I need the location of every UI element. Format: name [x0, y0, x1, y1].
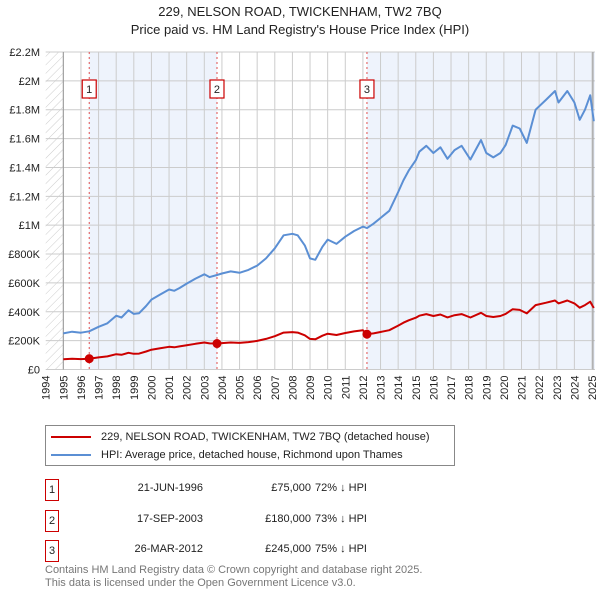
x-tick-label: 2008	[287, 376, 299, 400]
table-row: 1 21-JUN-1996 £75,000 72% ↓ HPI	[45, 479, 445, 501]
x-tick-label: 1995	[58, 376, 70, 400]
legend-swatch-red	[51, 436, 91, 438]
x-tick-label: 2005	[235, 376, 247, 400]
table-row: 2 17-SEP-2003 £180,000 73% ↓ HPI	[45, 510, 445, 532]
y-tick-label: £1.6M	[9, 134, 40, 146]
sale-hpi-diff: 73% ↓ HPI	[315, 513, 367, 525]
sale-number-badge: 2	[45, 510, 59, 532]
x-tick-label: 1998	[111, 376, 123, 400]
x-tick-label: 1994	[41, 376, 53, 400]
y-tick-label: £800K	[8, 249, 40, 261]
footer-licence: This data is licensed under the Open Gov…	[45, 577, 356, 589]
x-tick-label: 2007	[270, 376, 282, 400]
sale-marker-label: 3	[364, 84, 370, 96]
x-tick-label: 2016	[428, 376, 440, 400]
hpi-line	[63, 90, 595, 335]
chart-title: 229, NELSON ROAD, TWICKENHAM, TW2 7BQ	[158, 4, 442, 19]
price-chart: 1994 1995 1996 1997 1998 1999 2000 2001 2002 2003…	[8, 47, 599, 400]
y-tick-label: £0	[28, 365, 40, 377]
x-tick-label: 2009	[305, 376, 317, 400]
y-tick-label: £600K	[8, 278, 40, 290]
x-tick-label: 2006	[252, 376, 264, 400]
sale-price: £75,000	[271, 482, 311, 494]
legend-label: HPI: Average price, detached house, Rich…	[101, 449, 403, 461]
footer: Contains HM Land Registry data © Crown c…	[45, 564, 422, 590]
x-tick-label: 2020	[499, 376, 511, 400]
x-tick-label: 2014	[393, 376, 405, 400]
legend-swatch-blue	[51, 454, 91, 456]
no-data-hatch	[45, 52, 64, 370]
x-tick-label: 2015	[411, 376, 423, 400]
y-tick-label: £2M	[19, 76, 40, 88]
x-tick-label: 2022	[534, 376, 546, 400]
footer-copyright: Contains HM Land Registry data © Crown c…	[45, 564, 423, 576]
x-tick-label: 2003	[199, 376, 211, 400]
x-tick-label: 2000	[146, 376, 158, 400]
y-tick-label: £1.8M	[9, 105, 40, 117]
sale-hpi-diff: 72% ↓ HPI	[315, 482, 367, 494]
sale-marker-label: 1	[86, 84, 92, 96]
x-tick-label: 2025	[587, 376, 599, 400]
x-tick-label: 2018	[464, 376, 476, 400]
sale-point	[84, 354, 94, 364]
legend-item-hpi: HPI: Average price, detached house, Rich…	[51, 447, 403, 463]
sale-date: 17-SEP-2003	[136, 513, 203, 525]
x-tick-label: 2024	[569, 376, 581, 400]
x-tick-label: 2004	[217, 376, 229, 400]
sale-point	[212, 339, 222, 349]
x-tick-label: 2023	[552, 376, 564, 400]
legend-item-property: 229, NELSON ROAD, TWICKENHAM, TW2 7BQ (d…	[51, 429, 430, 445]
x-tick-label: 2017	[446, 376, 458, 400]
x-tick-label: 1999	[129, 376, 141, 400]
shaded-band	[89, 52, 217, 370]
property-price-line	[63, 299, 595, 361]
y-tick-label: £2.2M	[9, 47, 40, 59]
sale-marker-label: 2	[214, 84, 220, 96]
legend: 229, NELSON ROAD, TWICKENHAM, TW2 7BQ (d…	[45, 425, 455, 466]
sale-date: 26-MAR-2012	[134, 543, 203, 555]
sale-price: £245,000	[265, 543, 311, 555]
x-tick-label: 1997	[94, 376, 106, 400]
x-tick-label: 2013	[376, 376, 388, 400]
sale-marker-box	[209, 79, 225, 99]
x-tick-label: 2011	[340, 376, 352, 400]
table-row: 3 26-MAR-2012 £245,000 75% ↓ HPI	[45, 540, 445, 562]
y-tick-label: £1.4M	[9, 162, 40, 174]
x-tick-label: 2019	[481, 376, 493, 400]
x-tick-label: 2002	[182, 376, 194, 400]
x-tick-label: 2001	[164, 376, 176, 400]
x-tick-label: 2010	[323, 376, 335, 400]
sale-number-badge: 1	[45, 479, 59, 501]
y-tick-label: £1M	[19, 220, 40, 232]
sale-point	[362, 329, 372, 339]
y-tick-label: £400K	[8, 307, 40, 319]
legend-label: 229, NELSON ROAD, TWICKENHAM, TW2 7BQ (d…	[101, 431, 430, 443]
sale-price: £180,000	[265, 513, 311, 525]
sale-number-badge: 3	[45, 540, 59, 562]
sale-marker-box	[359, 79, 375, 99]
x-tick-label: 2021	[517, 376, 529, 400]
sale-marker-box	[81, 79, 97, 99]
y-tick-label: £1.2M	[9, 191, 40, 203]
x-tick-label: 1996	[76, 376, 88, 400]
y-tick-label: £200K	[8, 336, 40, 348]
x-tick-label: 2012	[358, 376, 370, 400]
sale-hpi-diff: 75% ↓ HPI	[315, 543, 367, 555]
chart-subtitle: Price paid vs. HM Land Registry's House …	[130, 22, 470, 37]
sale-date: 21-JUN-1996	[137, 482, 203, 494]
